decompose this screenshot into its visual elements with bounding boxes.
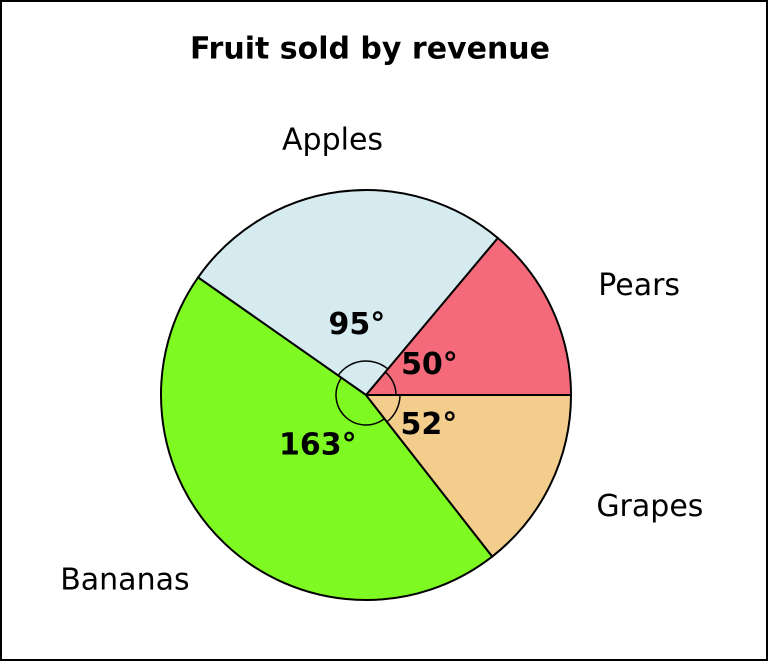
chart-title: Fruit sold by revenue [190,32,550,67]
angle-arc [386,394,401,423]
angle-label: 163° [279,427,357,462]
category-label: Bananas [60,562,189,597]
category-label: Apples [282,122,383,157]
angle-label: 52° [401,407,458,442]
category-label: Pears [598,268,680,303]
angle-label: 95° [328,307,385,342]
pie-slice [363,394,573,558]
pie-slice [363,236,573,396]
angle-arc [337,360,389,376]
pie-slice [160,276,494,601]
angle-arc [335,377,385,426]
pie-slice [196,189,500,397]
category-label: Grapes [596,489,703,524]
angle-label: 50° [401,347,458,382]
angle-arc [384,371,397,396]
